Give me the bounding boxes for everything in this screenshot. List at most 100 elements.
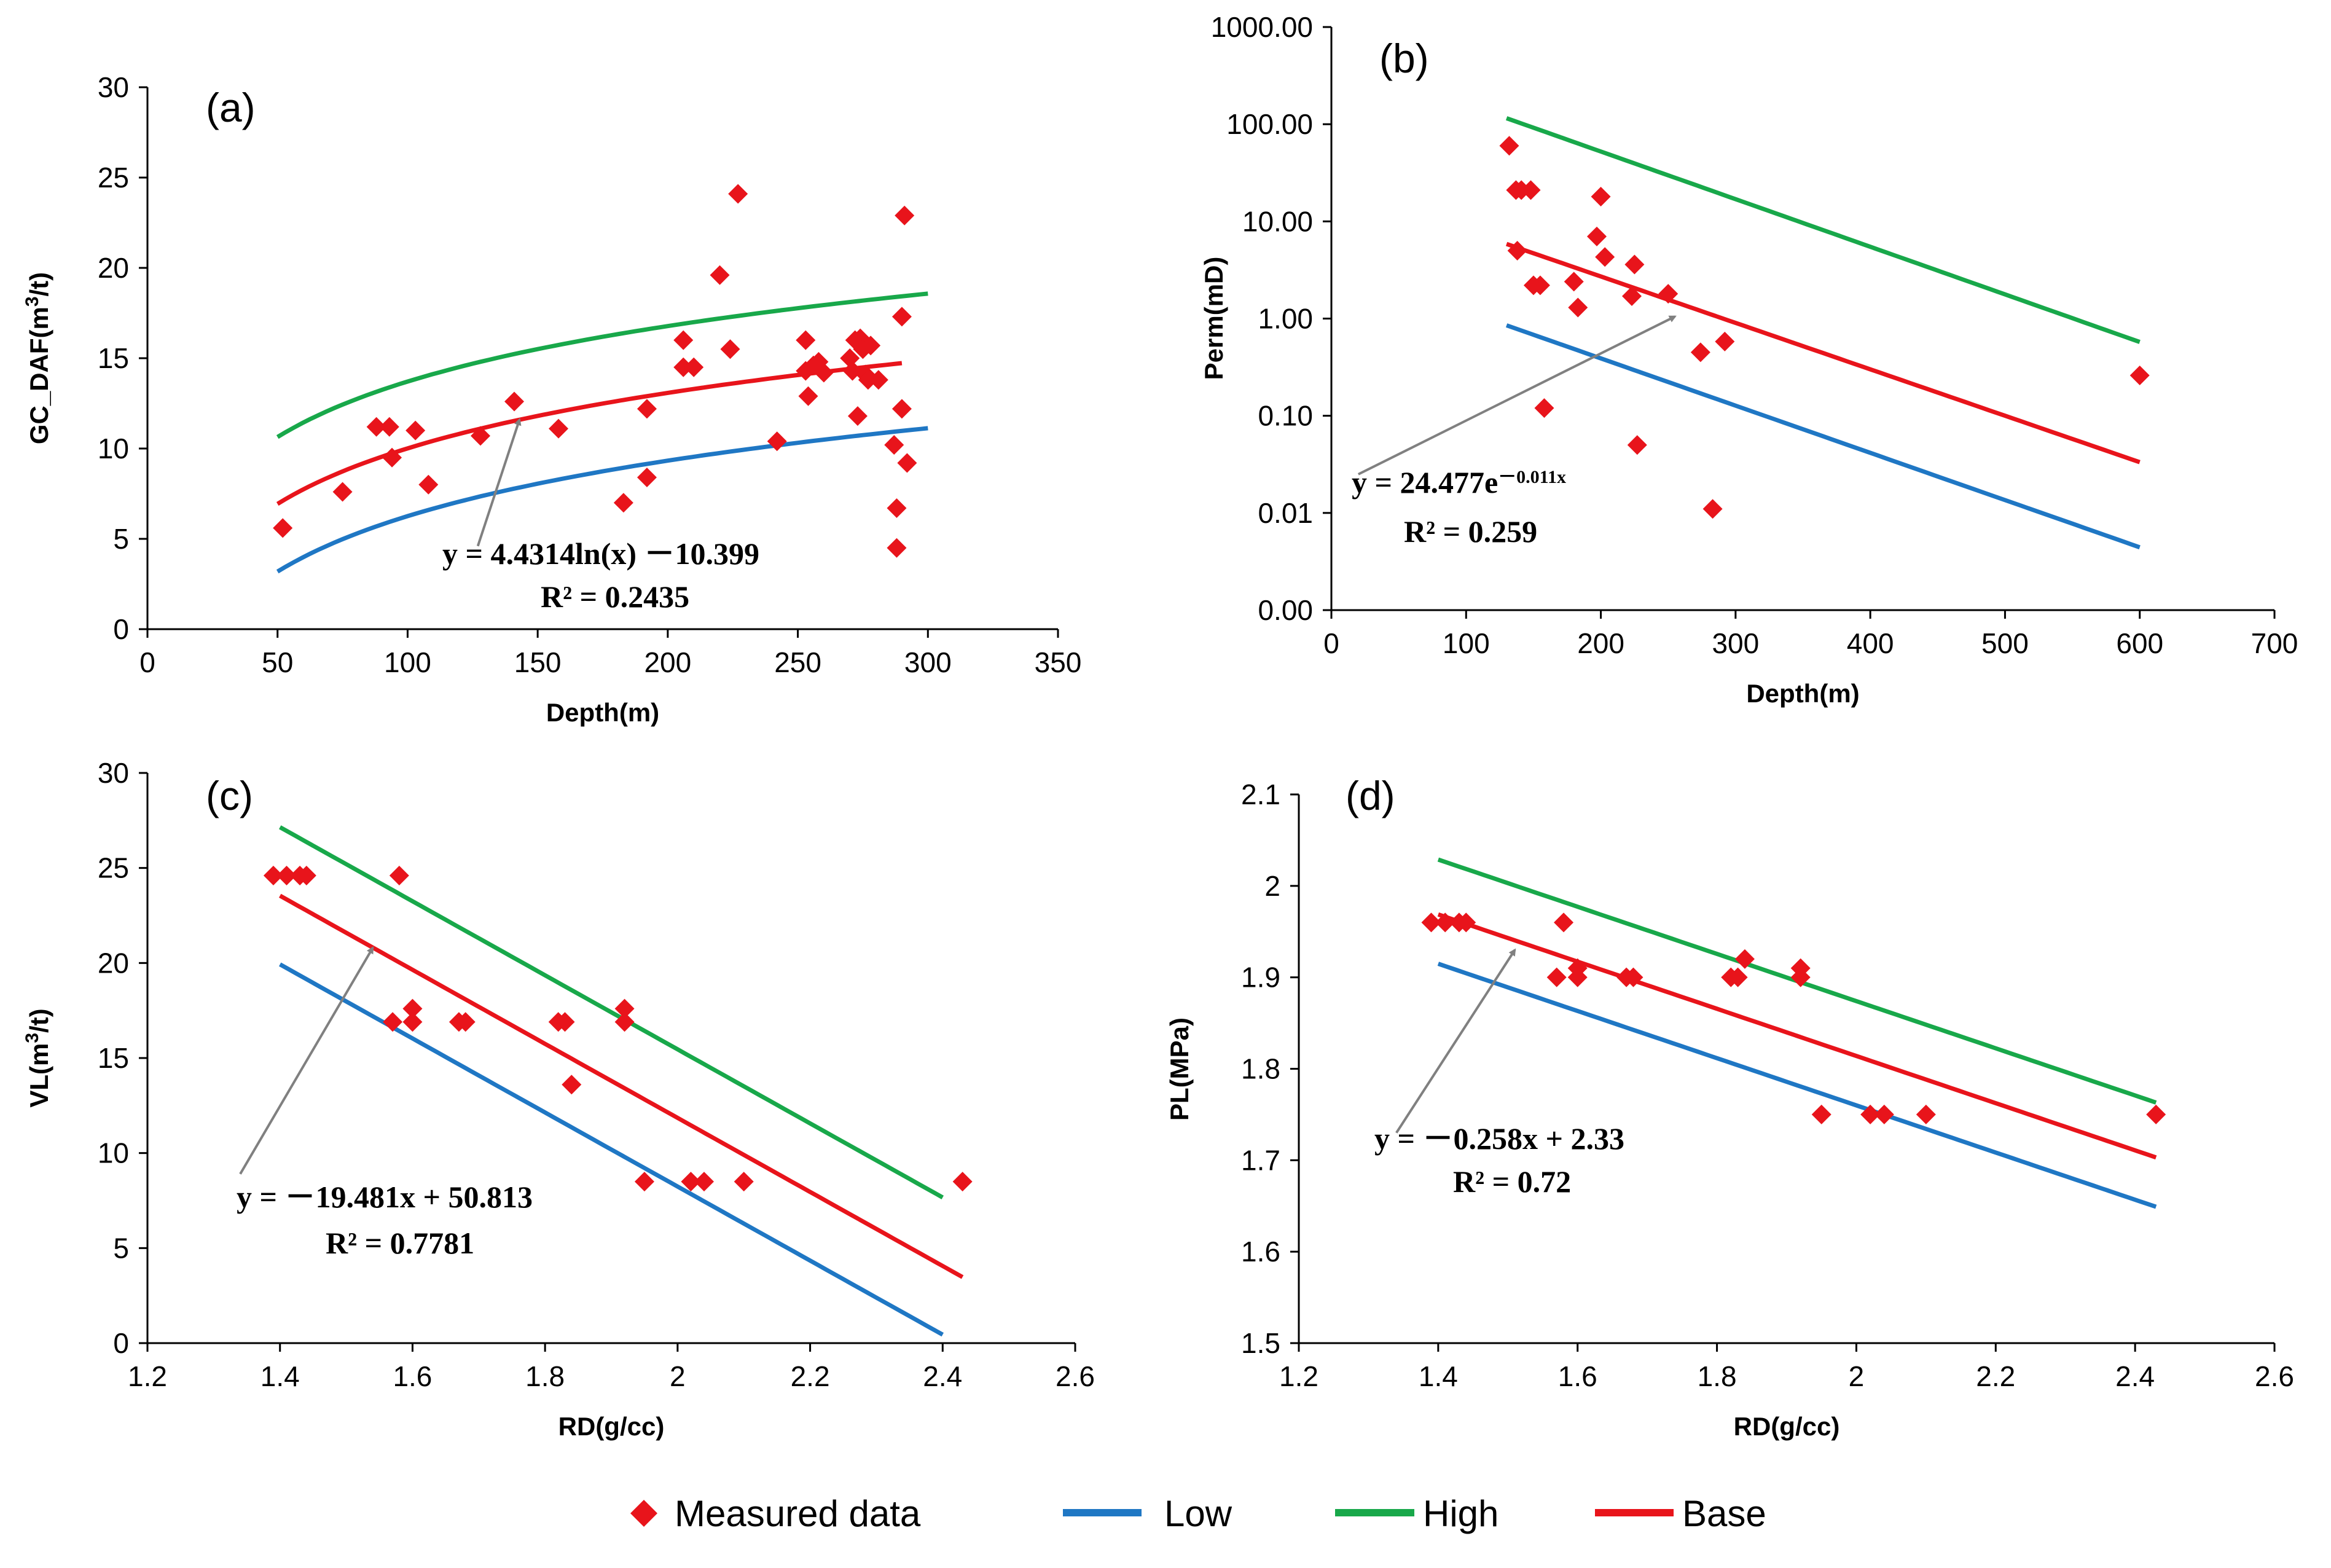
measured-point [1715, 331, 1735, 351]
y-tick-label: 100.00 [1226, 108, 1313, 140]
chart-panel-2: 0 100 200 300 400 500 600 700 0.00 0.01 0.10 1.00 10… [1199, 11, 2298, 708]
x-tick-label: 1.6 [393, 1360, 432, 1392]
measured-point [296, 866, 316, 886]
series-line-low [279, 962, 944, 1337]
trend-equation: y = 4.4314ln(x) －10.399 [442, 536, 759, 571]
measured-point [1507, 240, 1527, 261]
y-tick-label: 2 [1264, 870, 1280, 902]
x-tick-label: 2.4 [923, 1360, 962, 1392]
x-tick-label: 1.2 [128, 1360, 167, 1392]
measured-point [637, 399, 657, 419]
panel-label: (d) [1346, 773, 1395, 818]
measured-point [1595, 247, 1615, 267]
y-tick-label: 0 [113, 1327, 129, 1359]
series-line-high [276, 291, 928, 439]
legend-low-label: Low [1164, 1493, 1232, 1534]
measured-point [1421, 912, 1441, 933]
measured-point [562, 1075, 582, 1095]
measured-point [402, 998, 423, 1019]
y-axis-label: Perm(mD) [1199, 257, 1228, 380]
x-axis-label: RD(g/cc) [1734, 1412, 1840, 1441]
measured-point [673, 357, 694, 377]
measured-point [382, 447, 402, 468]
measured-point [273, 518, 293, 538]
y-tick-label: 15 [98, 342, 129, 374]
series-line-base [278, 893, 964, 1279]
measured-point [418, 474, 439, 495]
measured-point [1530, 275, 1550, 296]
measured-point [614, 998, 635, 1019]
series-line-base [276, 361, 903, 506]
measured-point [1702, 499, 1723, 519]
x-tick-label: 700 [2251, 627, 2298, 659]
measured-point [1591, 186, 1611, 206]
y-tick-label: 1.8 [1241, 1053, 1280, 1085]
x-tick-label: 1.8 [1698, 1360, 1737, 1392]
measured-point [728, 184, 748, 204]
y-tick-label: 0.00 [1258, 594, 1313, 626]
measured-point [858, 370, 878, 390]
measured-point [1734, 949, 1755, 969]
y-tick-label: 2.1 [1241, 778, 1280, 810]
x-tick-label: 200 [1577, 627, 1624, 659]
panel-label: (b) [1379, 36, 1429, 81]
x-tick-label: 0 [139, 646, 155, 678]
measured-point [1622, 286, 1642, 307]
y-axis-label: GC_DAF(m3/t) [22, 272, 54, 444]
legend-measured-marker [630, 1500, 657, 1527]
measured-point [470, 426, 490, 446]
y-tick-label: 1.00 [1258, 303, 1313, 335]
x-tick-label: 2.2 [791, 1360, 830, 1392]
y-tick-label: 1.9 [1241, 962, 1280, 994]
y-axis-label: PL(MPa) [1165, 1017, 1194, 1121]
measured-point [1624, 254, 1645, 275]
measured-point [847, 406, 868, 426]
measured-point [379, 417, 399, 437]
measured-point [767, 431, 787, 452]
r-squared: R² = 0.259 [1404, 514, 1537, 549]
trend-equation: y = －0.258x + 2.33 [1374, 1121, 1624, 1156]
measured-point [1690, 342, 1710, 363]
r-squared: R² = 0.2435 [541, 579, 689, 614]
measured-point [952, 1172, 973, 1192]
legend-high-label: High [1423, 1493, 1498, 1534]
measured-point [710, 265, 730, 285]
y-tick-label: 15 [98, 1042, 129, 1074]
legend-item-base: Base [1595, 1493, 1766, 1534]
series-line-low [276, 426, 928, 574]
measured-point [613, 493, 633, 513]
measured-point [402, 1012, 423, 1032]
measured-point [504, 391, 525, 412]
measured-point [887, 498, 907, 519]
x-tick-label: 2 [670, 1360, 686, 1392]
legend-item-high: High [1335, 1493, 1498, 1534]
measured-point [1658, 284, 1679, 304]
measured-point [637, 468, 657, 488]
series-line-low [1437, 962, 2157, 1209]
measured-point [1728, 967, 1748, 987]
measured-point [549, 418, 569, 439]
y-tick-label: 10 [98, 433, 129, 465]
y-tick-label: 20 [98, 252, 129, 284]
legend-measured-label: Measured data [675, 1493, 921, 1534]
measured-point [891, 307, 912, 327]
measured-point [1568, 297, 1588, 318]
measured-point [694, 1172, 714, 1192]
measured-point [1623, 967, 1643, 987]
panel-label: (c) [206, 773, 253, 818]
measured-point [332, 482, 353, 502]
series-line-base [1505, 241, 2141, 465]
measured-point [1627, 435, 1647, 455]
measured-point [1790, 958, 1811, 978]
measured-point [868, 370, 888, 390]
x-tick-label: 350 [1035, 646, 1082, 678]
measured-point [684, 357, 704, 377]
measured-point [555, 1012, 575, 1032]
measured-point [1521, 180, 1541, 200]
panels: 0 50 100 150 200 250 300 350051015202530Depth(m… [22, 11, 2298, 1441]
x-tick-label: 1.4 [1419, 1360, 1458, 1392]
y-tick-label: 30 [98, 757, 129, 789]
measured-point [887, 538, 907, 558]
measured-point [634, 1172, 654, 1192]
